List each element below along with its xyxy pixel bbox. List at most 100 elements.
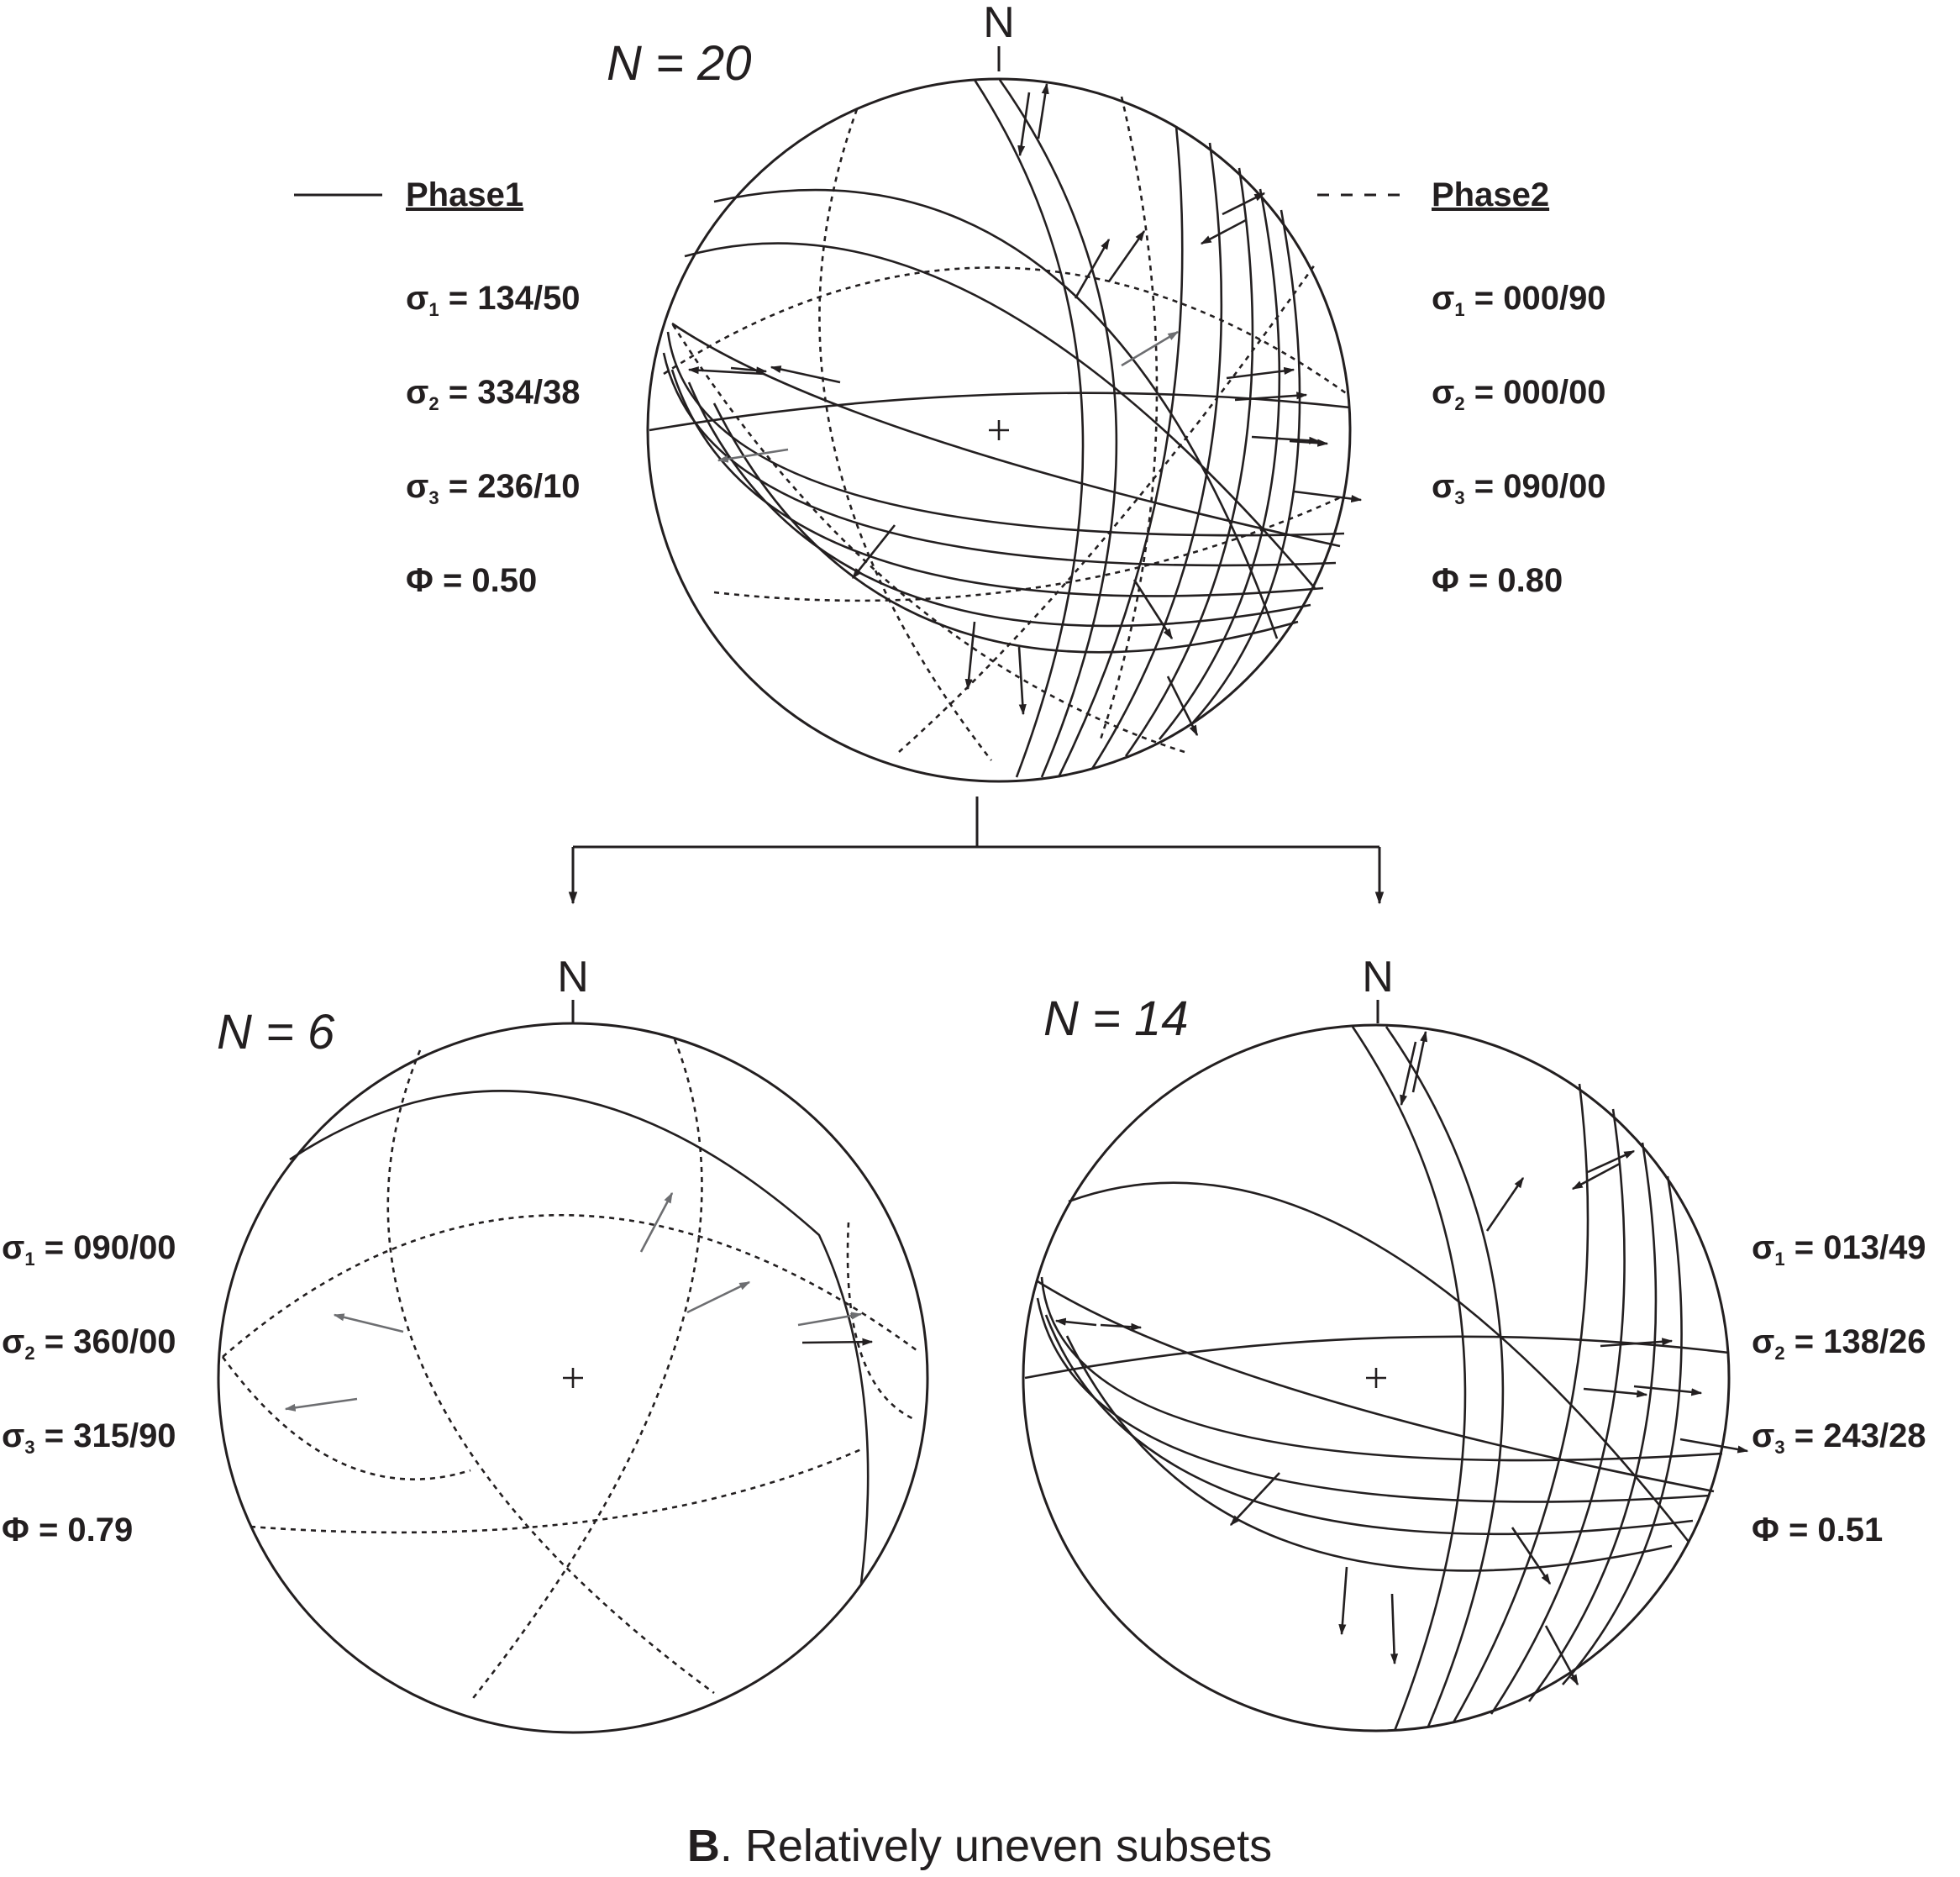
- left-primitive-circle: [217, 1022, 929, 1734]
- right-great-circles: [1024, 1026, 1730, 1732]
- top-gc-solid: [973, 79, 1085, 778]
- right-phi: Φ = 0.51: [1752, 1512, 1883, 1548]
- top-gc-solid: [684, 242, 1316, 589]
- slip-arrow-black: [1289, 439, 1329, 447]
- top-center-mark: [989, 420, 1009, 440]
- slip-arrow-black: [1037, 82, 1049, 139]
- right-gc-solid: [1490, 1108, 1626, 1715]
- caption-letter: B: [687, 1821, 720, 1871]
- right-gc-solid: [1351, 1026, 1467, 1732]
- slip-arrow-gray: [1121, 330, 1180, 367]
- left-gc-dashed: [221, 1356, 471, 1480]
- right-sigma1: σ1 = 013/49: [1752, 1229, 1926, 1270]
- top-gc-solid: [1090, 142, 1223, 770]
- phase1-phi: Φ = 0.50: [406, 562, 537, 599]
- right-stats: σ1 = 013/49 σ2 = 138/26 σ3 = 243/28 Φ = …: [1752, 1229, 1926, 1548]
- slip-arrow-black: [1583, 1387, 1648, 1398]
- right-stereonet: N = 14 N: [1022, 953, 1926, 1732]
- slip-arrow-black: [1132, 579, 1174, 640]
- left-n-label: N = 6: [217, 1005, 335, 1059]
- top-gc-dashed: [898, 264, 1316, 753]
- slip-arrow-black: [851, 524, 896, 580]
- slip-arrow-black: [1017, 92, 1031, 157]
- right-sigma2: σ2 = 138/26: [1752, 1323, 1926, 1364]
- legend-phase1-title: Phase1: [406, 176, 523, 213]
- slip-arrow-black: [1600, 1338, 1674, 1348]
- left-gc-dashed: [222, 1213, 921, 1358]
- phase1-sigma2: σ2 = 334/38: [406, 374, 581, 414]
- phase2-sigma2: σ2 = 000/00: [1432, 374, 1606, 414]
- slip-arrow-gray: [797, 1312, 863, 1327]
- top-gc-solid: [713, 188, 1279, 639]
- slip-arrow-black: [1054, 1317, 1097, 1327]
- top-gc-solid: [712, 402, 1299, 654]
- left-stats: σ1 = 090/00 σ2 = 360/00 σ3 = 315/90 Φ = …: [2, 1229, 176, 1548]
- figure-caption: B. Relatively uneven subsets: [687, 1821, 1272, 1871]
- left-gc-dashed: [469, 1038, 703, 1702]
- slip-arrow-gray: [639, 1191, 674, 1253]
- top-gc-solid: [671, 322, 1341, 548]
- right-gc-solid: [1037, 1280, 1715, 1493]
- slip-arrow-black: [1234, 392, 1308, 402]
- left-phi: Φ = 0.79: [2, 1512, 133, 1548]
- phase2-phi: Φ = 0.80: [1432, 562, 1563, 599]
- slip-arrow-black: [1222, 192, 1266, 216]
- slip-arrow-gray: [717, 448, 789, 463]
- left-north-label: N: [557, 953, 589, 1002]
- top-gc-dashed: [663, 266, 1349, 397]
- top-gc-solid: [1192, 209, 1301, 723]
- slip-arrow-black: [1017, 646, 1027, 716]
- top-gc-solid: [998, 79, 1118, 778]
- top-gc-solid: [666, 331, 1345, 537]
- right-n-label: N = 14: [1043, 991, 1189, 1046]
- slip-arrow-black: [1633, 1385, 1703, 1396]
- slip-arrow-black: [964, 621, 976, 691]
- slip-arrow-black: [1200, 218, 1247, 245]
- top-legend: Phase1 Phase2: [294, 176, 1549, 213]
- slip-arrow-black: [1571, 1162, 1621, 1191]
- slip-arrow-black: [1544, 1625, 1579, 1686]
- left-stereonet: N = 6 N σ1 = 090/00 σ2 = 360/0: [2, 953, 929, 1734]
- slip-arrow-black: [1679, 1438, 1749, 1454]
- slip-arrow-gray: [333, 1313, 404, 1333]
- left-slip-arrows: [284, 1191, 874, 1412]
- right-gc-solid: [1452, 1083, 1590, 1723]
- right-sigma3: σ3 = 243/28: [1752, 1417, 1926, 1458]
- slip-arrow-black: [730, 366, 768, 375]
- slip-arrow-black: [1100, 1322, 1143, 1331]
- left-sigma2: σ2 = 360/00: [2, 1323, 176, 1364]
- right-gc-solid: [1040, 1276, 1723, 1462]
- slip-arrow-black: [1390, 1593, 1399, 1665]
- slip-arrow-black: [1293, 490, 1363, 503]
- top-gc-solid: [670, 369, 1324, 597]
- left-gc-dashed: [846, 1222, 917, 1422]
- top-primitive-circle: [646, 77, 1352, 783]
- top-slip-arrows: [687, 82, 1363, 737]
- right-gc-solid: [1527, 1142, 1658, 1702]
- slip-arrow-black: [687, 366, 765, 376]
- slip-arrow-gray: [686, 1280, 751, 1314]
- caption-text: . Relatively uneven subsets: [720, 1821, 1272, 1871]
- slip-arrow-black: [1251, 435, 1321, 444]
- top-gc-solid: [687, 381, 1311, 628]
- left-gc-dashed: [386, 1049, 715, 1695]
- left-sigma3: σ3 = 315/90: [2, 1417, 176, 1458]
- top-gc-solid: [1057, 125, 1184, 778]
- left-great-circles: [221, 1038, 921, 1702]
- slip-arrow-black: [1107, 229, 1146, 282]
- top-gc-solid: [1124, 167, 1254, 757]
- right-slip-arrows: [1054, 1030, 1749, 1686]
- slip-arrow-gray: [284, 1397, 358, 1412]
- phase1-sigma3: σ3 = 236/10: [406, 468, 581, 508]
- top-north-label: N: [983, 0, 1015, 47]
- phase2-sigma3: σ3 = 090/00: [1432, 468, 1606, 508]
- phase1-sigma1: σ1 = 134/50: [406, 280, 581, 320]
- right-gc-solid: [1065, 1335, 1673, 1572]
- top-gc-dashed: [1099, 96, 1159, 740]
- slip-arrow-black: [1074, 238, 1111, 299]
- right-gc-solid: [1024, 1335, 1730, 1380]
- top-gc-dashed: [713, 494, 1345, 602]
- top-gc-dashed: [818, 108, 993, 761]
- top-gc-dashed: [670, 323, 1185, 754]
- slip-arrow-black: [1166, 676, 1199, 737]
